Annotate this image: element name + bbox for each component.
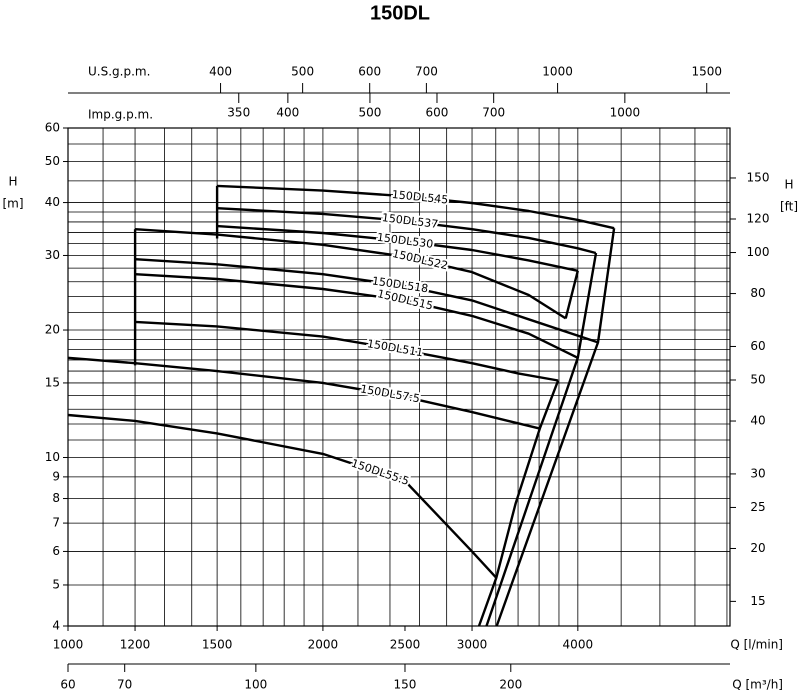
top-inner-tick-label: 700: [482, 106, 505, 120]
y2-tick-label: 120: [747, 212, 770, 226]
y2-tick-label: 50: [750, 372, 765, 386]
y2-tick-label: 15: [750, 594, 765, 608]
y-tick-label: 20: [45, 323, 60, 337]
chart-title: 150DL: [370, 2, 430, 24]
y2-tick-label: 100: [747, 245, 770, 259]
y2-tick-label: 20: [750, 541, 765, 555]
limit-line: [477, 380, 560, 627]
limit-line: [564, 270, 579, 319]
pump-curve: [67, 356, 541, 430]
y2-tick-label: 30: [750, 466, 765, 480]
x-tick-label: 2500: [390, 638, 421, 652]
y-tick-label: 6: [52, 544, 60, 558]
y-axis-unit: [m]: [2, 197, 23, 211]
y2-axis-unit: [ft]: [780, 200, 798, 214]
y-tick-label: 8: [52, 491, 60, 505]
y-tick-label: 10: [45, 450, 60, 464]
x-axis-label: Q [l/min]: [730, 638, 783, 652]
top-axis-label: U.S.g.p.m.: [88, 65, 150, 79]
top-tick-label: 1000: [542, 65, 573, 79]
y-tick-label: 9: [52, 469, 60, 483]
x-tick-label: 3000: [457, 638, 488, 652]
top-inner-axis-label: Imp.g.p.m.: [88, 108, 153, 122]
top-tick-label: 500: [291, 65, 314, 79]
x2-tick-label: 70: [117, 678, 132, 692]
legend-label: 150DL545: [391, 188, 449, 207]
legend-label: 150DL511: [366, 337, 424, 359]
y2-tick-label: 60: [750, 339, 765, 353]
top-inner-tick-label: 500: [358, 106, 381, 120]
y-tick-label: 50: [45, 154, 60, 168]
y-tick-label: 4: [52, 619, 60, 633]
x-tick-label: 1500: [202, 638, 233, 652]
pump-curve: [135, 273, 579, 359]
y-tick-label: 7: [52, 516, 60, 530]
y-tick-label: 30: [45, 248, 60, 262]
top-inner-tick-label: 600: [426, 106, 449, 120]
y2-tick-label: 40: [750, 414, 765, 428]
pump-curve: [135, 258, 599, 344]
x2-tick-label: 150: [394, 678, 417, 692]
x2-tick-label: 100: [244, 678, 267, 692]
top-tick-label: 700: [415, 65, 438, 79]
pump-curve: [135, 228, 567, 320]
x2-tick-label: 60: [60, 678, 75, 692]
top-inner-tick-label: 400: [276, 106, 299, 120]
legend-label: 150DL522: [391, 247, 449, 272]
x-tick-label: 1000: [53, 638, 84, 652]
pump-curve: [217, 184, 615, 230]
top-tick-label: 400: [209, 65, 232, 79]
top-tick-label: 1500: [691, 65, 722, 79]
x-tick-label: 4000: [563, 638, 594, 652]
x-tick-label: 2000: [308, 638, 339, 652]
pump-curve: [67, 413, 498, 579]
limit-line: [485, 252, 598, 627]
top-inner-tick-label: 1000: [610, 106, 641, 120]
top-tick-label: 600: [358, 65, 381, 79]
legend-label: 150DL55.5: [350, 457, 411, 488]
y-tick-label: 5: [52, 577, 60, 591]
y-tick-label: 40: [45, 195, 60, 209]
pump-curve: [217, 224, 579, 272]
pump-curve: [217, 207, 597, 255]
y2-tick-label: 25: [750, 500, 765, 514]
y-tick-label: 15: [45, 375, 60, 389]
y-axis-label: H: [8, 175, 17, 189]
y2-tick-label: 150: [747, 170, 770, 184]
legend-label: 150DL530: [376, 231, 434, 251]
x2-axis-label: Q [m³/h]: [732, 678, 783, 692]
top-inner-tick-label: 350: [227, 106, 250, 120]
x-tick-label: 1200: [120, 638, 151, 652]
x2-tick-label: 200: [499, 678, 522, 692]
y2-axis-label: H: [784, 178, 793, 192]
y-tick-label: 60: [45, 121, 60, 135]
y2-tick-label: 80: [750, 286, 765, 300]
pump-curve: [135, 320, 559, 382]
